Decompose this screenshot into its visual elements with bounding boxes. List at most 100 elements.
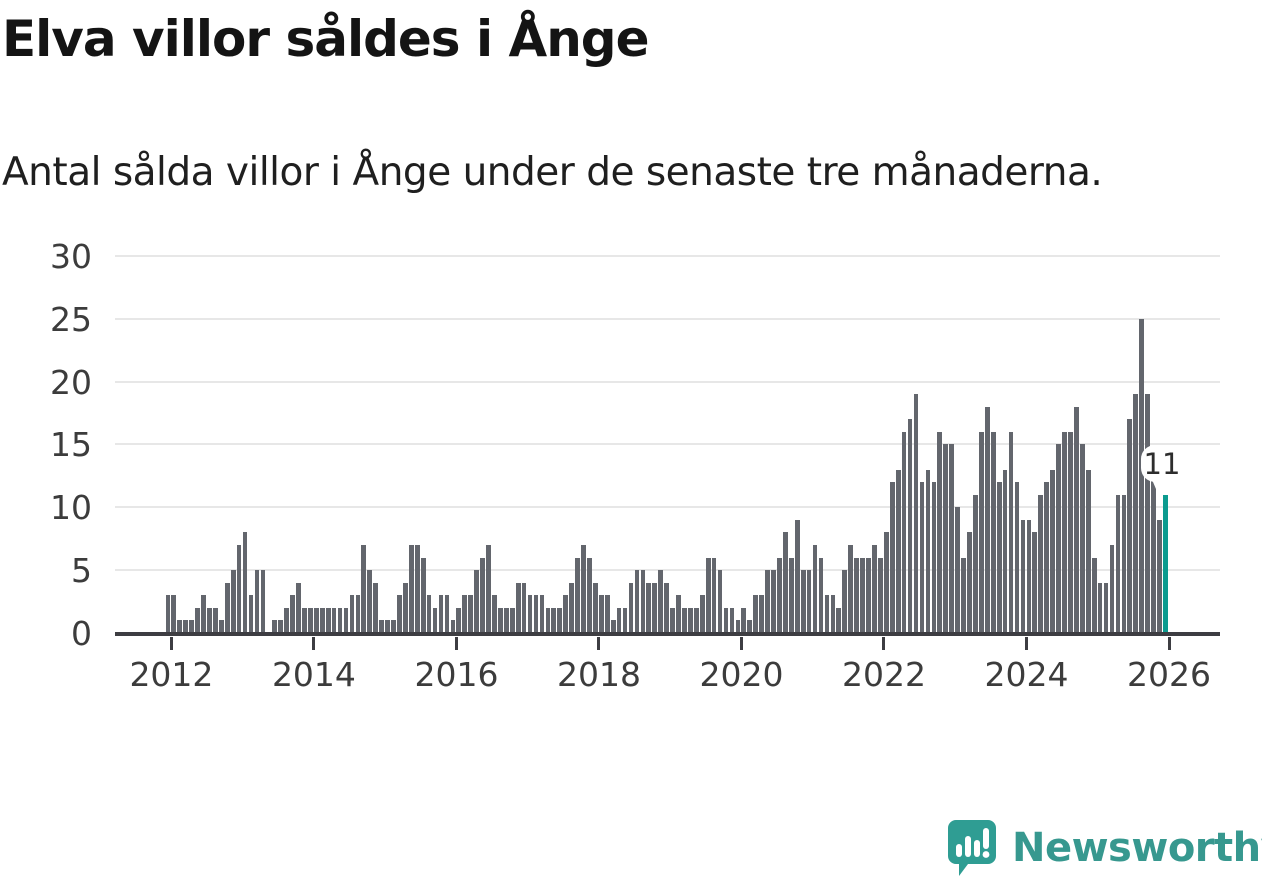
newsworthy-logo-icon — [946, 818, 998, 878]
bar — [408, 545, 414, 633]
bar — [349, 595, 355, 633]
bar — [765, 570, 770, 633]
bar — [883, 532, 889, 633]
newsworthy-logo[interactable]: Newsworthy — [946, 818, 1262, 878]
bar — [1032, 532, 1038, 633]
bar — [248, 595, 254, 633]
bar — [1151, 469, 1156, 633]
bar — [610, 620, 616, 633]
bar — [806, 570, 812, 633]
bar — [771, 570, 776, 633]
bar — [1085, 469, 1091, 633]
bar — [331, 607, 337, 633]
bar — [729, 607, 735, 633]
x-axis-label: 2022 — [841, 655, 926, 694]
value-bubble-label: 11 — [1143, 446, 1181, 481]
x-axis-label: 2026 — [1127, 655, 1211, 694]
bar — [373, 582, 379, 633]
bar — [1026, 519, 1032, 633]
bar — [272, 620, 278, 633]
bar — [1109, 545, 1115, 633]
bar — [622, 607, 628, 633]
bar — [872, 545, 877, 633]
bar — [1121, 494, 1127, 633]
bar — [1133, 394, 1139, 633]
x-axis-line — [115, 632, 1220, 636]
bar — [818, 557, 824, 633]
bar — [319, 607, 325, 633]
bar — [1056, 444, 1061, 633]
bar — [812, 545, 818, 633]
gridline — [115, 443, 1220, 446]
bar — [860, 557, 865, 633]
bar — [361, 545, 367, 633]
bar — [1127, 419, 1133, 633]
bar — [527, 595, 533, 633]
bar — [581, 545, 586, 633]
y-axis-label: 0 — [71, 614, 92, 653]
bar — [545, 607, 551, 633]
bar — [646, 582, 652, 633]
bar — [438, 595, 444, 633]
bar — [296, 582, 301, 633]
value-bubble: 11 — [1141, 445, 1183, 482]
bar — [907, 419, 913, 633]
bar — [1103, 582, 1109, 633]
bar — [1038, 494, 1044, 633]
bar — [753, 595, 759, 633]
bar — [1062, 431, 1067, 633]
bar — [462, 595, 468, 633]
chart-title: Elva villor såldes i Ånge — [2, 10, 650, 68]
bar — [836, 607, 842, 633]
bar — [325, 607, 331, 633]
x-axis-label: 2020 — [699, 655, 784, 694]
bar — [414, 545, 420, 633]
bar — [741, 607, 747, 633]
bar — [913, 394, 919, 633]
bar — [759, 595, 764, 633]
bar — [866, 557, 871, 633]
bar — [171, 595, 177, 633]
bar — [468, 595, 474, 633]
bar — [486, 545, 491, 633]
bar — [503, 607, 509, 633]
bar — [967, 532, 972, 633]
bar — [308, 607, 313, 633]
bar — [640, 570, 646, 633]
bar — [444, 595, 450, 633]
bar — [723, 607, 729, 633]
y-axis-label: 30 — [50, 236, 92, 276]
bar — [788, 557, 794, 633]
bar — [403, 582, 408, 633]
x-axis-tick — [454, 637, 458, 650]
bar — [474, 570, 479, 633]
bar — [1091, 557, 1097, 633]
x-axis-tick — [169, 637, 173, 650]
bar — [735, 620, 741, 633]
bar — [1050, 469, 1055, 633]
bar — [177, 620, 183, 633]
bar — [242, 532, 248, 633]
bar — [664, 582, 669, 633]
bar — [1044, 482, 1049, 633]
bar — [379, 620, 384, 633]
bar — [337, 607, 343, 633]
bar — [1008, 431, 1014, 633]
bar — [521, 582, 527, 633]
bar — [937, 431, 943, 633]
bar — [949, 444, 954, 633]
gridline — [115, 569, 1220, 572]
bar — [284, 607, 289, 633]
bar — [830, 595, 836, 633]
bar — [628, 582, 634, 633]
bar — [854, 557, 859, 633]
bar — [931, 482, 937, 633]
x-axis-tick — [1025, 637, 1028, 650]
bar — [943, 444, 949, 633]
bar — [676, 595, 681, 633]
x-axis-label: 2018 — [556, 655, 641, 694]
bar — [480, 557, 485, 633]
bar — [1074, 406, 1079, 633]
